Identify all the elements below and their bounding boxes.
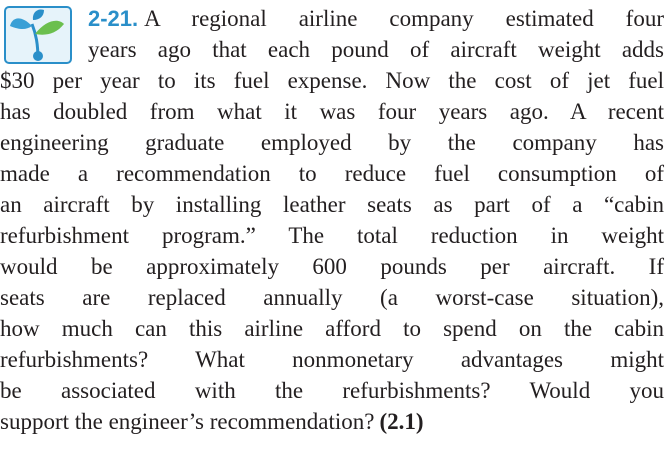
- text-line: support the engineer’s recommendation? (2…: [0, 406, 664, 437]
- text-line: 2-21. A regional airline company estimate…: [88, 3, 664, 34]
- problem-text: 2-21. A regional airline company estimate…: [0, 3, 664, 437]
- line-text: years ago that each pound of aircraft we…: [88, 37, 664, 62]
- line-text: $30 per year to its fuel expense. Now th…: [0, 68, 664, 93]
- line-text: support the engineer’s recommendation?: [0, 409, 375, 434]
- line-text: A regional airline company estimated fou…: [144, 6, 664, 31]
- text-line: refurbishment program.” The total reduct…: [0, 220, 664, 251]
- text-line: $30 per year to its fuel expense. Now th…: [0, 65, 664, 96]
- text-line: made a recommendation to reduce fuel con…: [0, 158, 664, 189]
- text-line: be associated with the refurbishments? W…: [0, 375, 664, 406]
- line-text: be associated with the refurbishments? W…: [0, 378, 664, 403]
- line-text: an aircraft by installing leather seats …: [0, 192, 664, 217]
- text-line: an aircraft by installing leather seats …: [0, 189, 664, 220]
- line-text: refurbishments? What nonmonetary advanta…: [0, 347, 664, 372]
- line-text: has doubled from what it was four years …: [0, 99, 664, 124]
- text-line: engineering graduate employed by the com…: [0, 127, 664, 158]
- text-line: years ago that each pound of aircraft we…: [88, 34, 664, 65]
- text-line: seats are replaced annually (a worst-cas…: [0, 282, 664, 313]
- line-text: would be approximately 600 pounds per ai…: [0, 254, 664, 279]
- text-line: would be approximately 600 pounds per ai…: [0, 251, 664, 282]
- text-line: how much can this airline afford to spen…: [0, 313, 664, 344]
- line-text: seats are replaced annually (a worst-cas…: [0, 285, 664, 310]
- text-line: refurbishments? What nonmonetary advanta…: [0, 344, 664, 375]
- line-text: refurbishment program.” The total reduct…: [0, 223, 664, 248]
- line-text: how much can this airline afford to spen…: [0, 316, 664, 341]
- sustainability-icon: [4, 6, 72, 64]
- line-text: engineering graduate employed by the com…: [0, 130, 664, 155]
- section-reference: (2.1): [379, 409, 424, 434]
- problem-number: 2-21.: [88, 6, 139, 31]
- line-text: made a recommendation to reduce fuel con…: [0, 161, 664, 186]
- text-line: has doubled from what it was four years …: [0, 96, 664, 127]
